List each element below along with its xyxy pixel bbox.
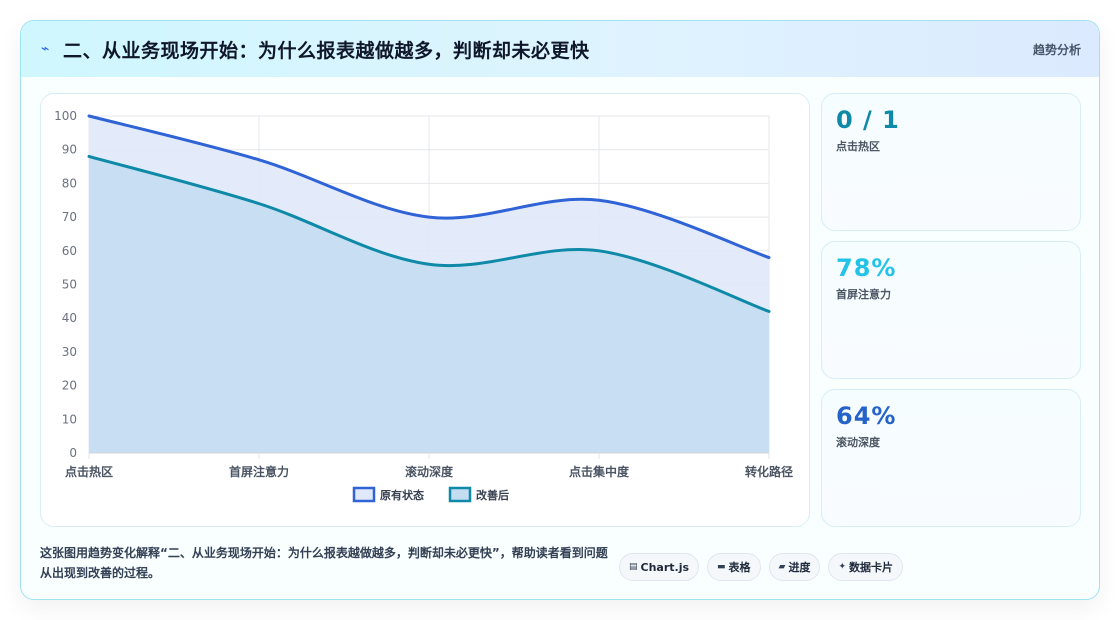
tag-pills: ▤ Chart.js ▬ 表格 ▰ 进度 ✦ 数据卡片 — [619, 553, 904, 581]
lightning-icon: ⌁ — [41, 41, 50, 57]
stat-card-first-screen-attention: 78% 首屏注意力 — [821, 241, 1081, 379]
x-tick-label: 转化路径 — [745, 464, 793, 479]
y-tick-label: 80 — [62, 176, 77, 190]
series-area-2 — [89, 156, 769, 453]
y-tick-label: 100 — [54, 109, 77, 123]
report-card: ⌁ 二、从业务现场开始：为什么报表越做越多，判断却未必更快 趋势分析 0 10 20… — [20, 20, 1100, 600]
legend-swatch — [448, 486, 472, 503]
stat-card-click-hotspot: 0 / 1 点击热区 — [821, 93, 1081, 231]
pill-label: 数据卡片 — [849, 561, 894, 574]
stat-value: 78% — [836, 254, 897, 282]
progress-icon: ▰ — [778, 562, 786, 572]
y-tick-label: 20 — [62, 379, 77, 393]
table-icon: ▬ — [717, 562, 726, 572]
stat-value: 64% — [836, 402, 897, 430]
x-tick-label: 滚动深度 — [405, 464, 454, 479]
pill-data-card[interactable]: ✦ 数据卡片 — [828, 553, 904, 581]
stat-label: 滚动深度 — [836, 436, 880, 449]
y-tick-label: 60 — [62, 244, 77, 258]
chart-description: 这张图用趋势变化解释“二、从业务现场开始：为什么报表越做越多，判断却未必更快”，… — [40, 546, 608, 580]
stat-value: 0 / 1 — [836, 106, 900, 134]
y-tick-label: 40 — [62, 311, 77, 325]
pill-label: 表格 — [728, 561, 751, 574]
card-header: ⌁ 二、从业务现场开始：为什么报表越做越多，判断却未必更快 趋势分析 — [21, 21, 1099, 77]
pill-label: Chart.js — [640, 560, 690, 574]
series-line-1 — [87, 114, 771, 260]
stat-label: 点击热区 — [836, 140, 880, 153]
x-tick-label: 点击集中度 — [569, 464, 630, 479]
trend-analysis-tag: 趋势分析 — [1032, 43, 1081, 57]
chart-panel: 0 10 20 30 40 50 60 70 80 90 100 点击热区 首屏注意力 滚动深度 点击集中度… — [40, 93, 810, 527]
x-tick-label: 点击热区 — [65, 464, 113, 479]
pill-table[interactable]: ▬ 表格 — [707, 553, 761, 581]
stat-card-scroll-depth: 64% 滚动深度 — [821, 389, 1081, 527]
x-tick-label: 首屏注意力 — [229, 464, 289, 479]
y-tick-label: 90 — [62, 143, 77, 157]
chart-icon: ▤ — [629, 562, 638, 572]
pill-chartjs[interactable]: ▤ Chart.js — [619, 553, 700, 581]
section-title: 二、从业务现场开始：为什么报表越做越多，判断却未必更快 — [63, 39, 590, 62]
y-tick-label: 30 — [62, 345, 77, 359]
legend-label: 原有状态 — [380, 488, 424, 502]
pill-label: 进度 — [788, 561, 811, 574]
stat-label: 首屏注意力 — [836, 288, 891, 301]
y-tick-label: 0 — [69, 446, 77, 460]
y-tick-label: 70 — [62, 210, 77, 224]
sparkle-icon: ✦ — [838, 562, 847, 572]
trend-area-chart: 0 10 20 30 40 50 60 70 80 90 100 点击热区 首屏注意力 滚动深度 点击集中度… — [54, 109, 793, 503]
y-tick-label: 10 — [62, 412, 77, 426]
series-line-2 — [87, 154, 771, 313]
pill-progress[interactable]: ▰ 进度 — [768, 553, 821, 581]
legend-swatch — [352, 486, 376, 503]
y-tick-label: 50 — [62, 278, 77, 292]
legend-label: 改善后 — [476, 488, 509, 502]
